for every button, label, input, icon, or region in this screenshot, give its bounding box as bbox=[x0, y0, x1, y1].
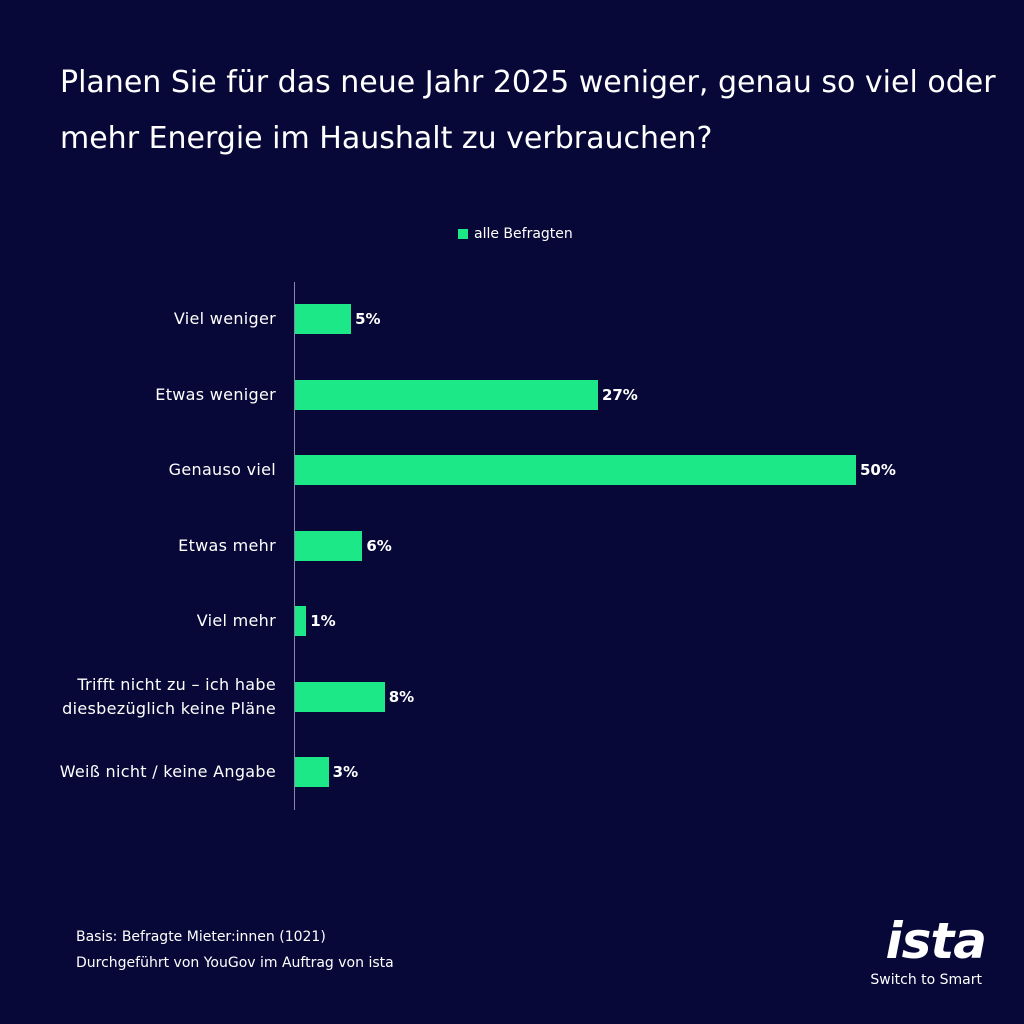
logo-tagline: Switch to Smart bbox=[870, 972, 982, 988]
category-label: Etwas weniger bbox=[155, 384, 276, 404]
axis-line bbox=[294, 282, 295, 810]
value-label: 1% bbox=[310, 612, 336, 630]
legend-swatch bbox=[458, 229, 468, 239]
bar bbox=[295, 757, 329, 787]
legend: alle Befragten bbox=[458, 226, 573, 242]
value-label: 50% bbox=[860, 461, 896, 479]
bar bbox=[295, 379, 598, 410]
bar bbox=[295, 455, 856, 485]
value-label: 27% bbox=[601, 385, 638, 404]
category-label: Trifft nicht zu – ich habe diesbezüglich… bbox=[62, 674, 276, 718]
chart-title: Planen Sie für das neue Jahr 2025 wenige… bbox=[60, 65, 996, 156]
category-label: Viel mehr bbox=[196, 611, 276, 630]
logo: ista bbox=[885, 912, 987, 970]
bar bbox=[295, 530, 363, 561]
value-label: 6% bbox=[366, 536, 392, 555]
category-label: Viel weniger bbox=[173, 309, 276, 328]
bar bbox=[295, 304, 352, 334]
category-label: Genauso viel bbox=[168, 460, 276, 479]
legend-label: alle Befragten bbox=[474, 226, 573, 242]
footnote: Durchgeführt von YouGov im Auftrag von i… bbox=[76, 955, 394, 971]
category-label: Etwas mehr bbox=[178, 535, 276, 555]
category-label: Weiß nicht / keine Angabe bbox=[59, 762, 276, 781]
value-label: 5% bbox=[355, 310, 381, 328]
value-label: 8% bbox=[388, 687, 415, 706]
value-label: 3% bbox=[332, 763, 359, 781]
bar bbox=[295, 681, 385, 712]
footnote: Basis: Befragte Mieter:innen (1021) bbox=[76, 929, 326, 945]
bar bbox=[295, 606, 307, 636]
